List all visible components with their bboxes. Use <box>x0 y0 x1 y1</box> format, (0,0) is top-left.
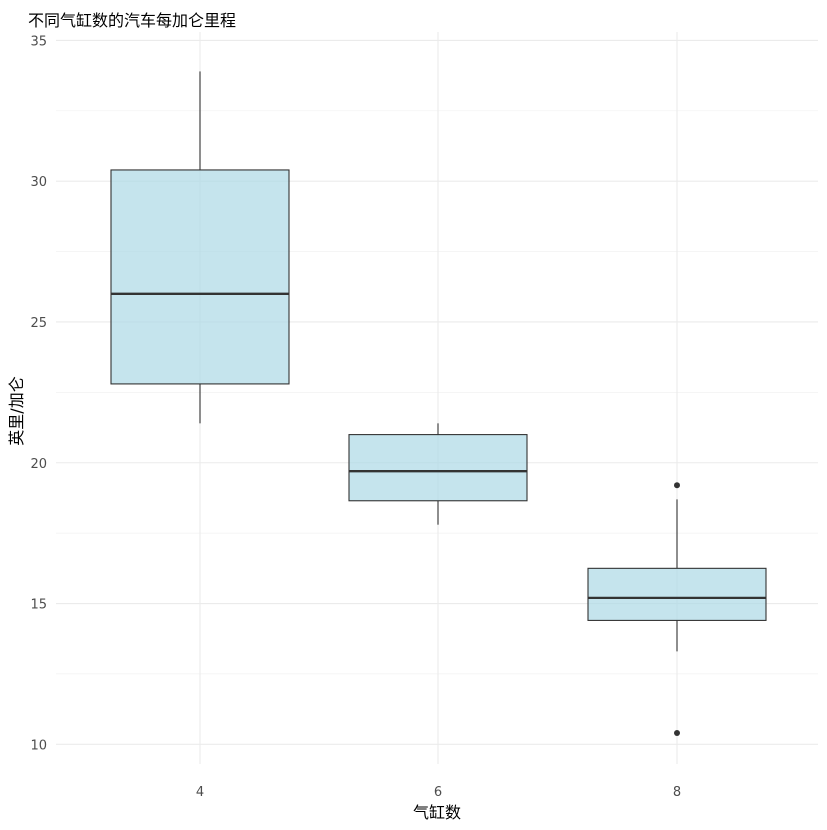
tick-labels: 10 15 20 25 30 35 4 6 8 <box>30 34 681 800</box>
box-6 <box>348 423 528 525</box>
boxes <box>110 71 767 737</box>
chart-title: 不同气缸数的汽车每加仑里程 <box>28 11 236 30</box>
y-tick-label: 15 <box>30 598 47 613</box>
box-iqr <box>348 434 528 502</box>
x-tick-label: 6 <box>434 785 442 800</box>
grid-lines <box>56 32 818 764</box>
y-tick-label: 10 <box>30 738 47 753</box>
x-axis-title: 气缸数 <box>413 803 461 822</box>
y-tick-label: 25 <box>30 316 47 331</box>
box-4 <box>110 71 290 424</box>
y-tick-label: 35 <box>30 34 47 49</box>
y-tick-label: 30 <box>30 175 47 190</box>
y-tick-label: 20 <box>30 457 47 472</box>
x-tick-label: 8 <box>673 785 681 800</box>
box-iqr <box>587 567 767 621</box>
outlier-point <box>674 482 680 489</box>
y-axis-title: 英里/加仑 <box>7 376 26 445</box>
outlier-point <box>674 730 680 737</box>
box-iqr <box>110 169 290 385</box>
box-8 <box>587 482 767 737</box>
x-tick-label: 4 <box>196 785 204 800</box>
